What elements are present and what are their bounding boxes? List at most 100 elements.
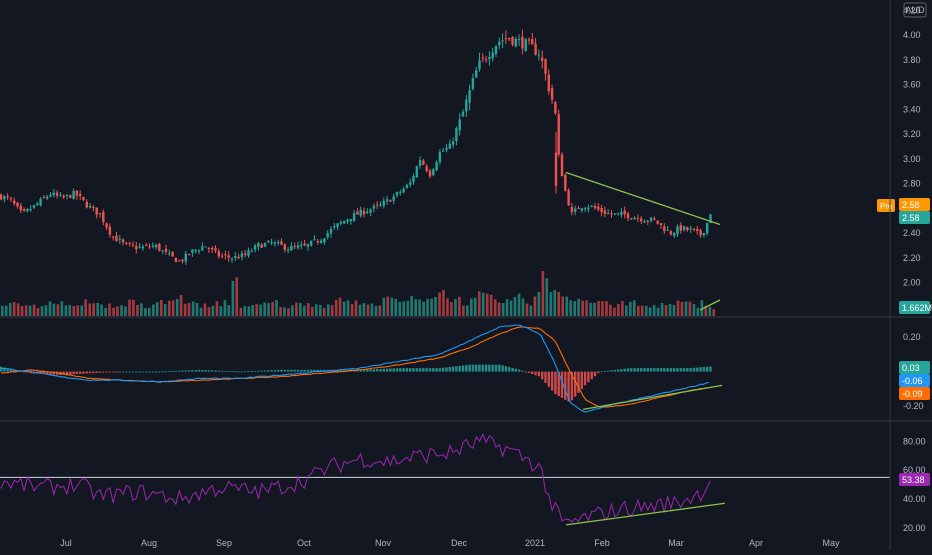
candle-body[interactable] [326,233,329,238]
macd-histogram-bar[interactable] [699,367,702,372]
candle-body[interactable] [409,182,412,185]
macd-histogram-bar[interactable] [471,364,475,372]
candle-body[interactable] [438,152,442,162]
macd-histogram-bar[interactable] [270,370,273,372]
macd-histogram-bar[interactable] [115,371,118,373]
macd-histogram-bar[interactable] [475,364,478,372]
volume-bar[interactable] [696,307,700,316]
macd-histogram-bar[interactable] [224,370,227,372]
candle-body[interactable] [118,239,121,241]
volume-bar[interactable] [56,304,60,316]
volume-bar[interactable] [322,307,326,316]
macd-histogram-bar[interactable] [240,371,244,373]
candle-body[interactable] [478,60,481,70]
volume-bar[interactable] [215,301,219,316]
macd-histogram-bar[interactable] [273,370,277,372]
candle-body[interactable] [415,166,418,178]
volume-bar[interactable] [338,297,342,316]
candle-body[interactable] [676,226,679,235]
macd-histogram-bar[interactable] [504,366,508,372]
volume-bar[interactable] [390,297,394,316]
macd-histogram-bar[interactable] [197,369,201,372]
volume-bar[interactable] [68,304,72,316]
macd-histogram-bar[interactable] [257,370,260,372]
macd-histogram-bar[interactable] [448,367,451,372]
candle-body[interactable] [19,205,22,211]
macd-histogram-bar[interactable] [306,369,310,372]
candle-body[interactable] [686,227,689,231]
candle-body[interactable] [260,244,263,248]
candle-body[interactable] [504,38,508,40]
macd-histogram-bar[interactable] [531,371,534,375]
macd-histogram-bar[interactable] [204,370,207,372]
candle-body[interactable] [613,213,616,215]
macd-histogram-bar[interactable] [303,369,306,372]
candle-body[interactable] [36,203,39,206]
candle-body[interactable] [339,222,343,224]
volume-bar[interactable] [378,305,382,316]
candle-body[interactable] [389,200,392,202]
volume-bar[interactable] [326,304,330,316]
macd-histogram-bar[interactable] [88,371,92,374]
volume-bar[interactable] [684,301,688,316]
volume-bar[interactable] [414,299,417,316]
candle-body[interactable] [471,78,475,89]
candle-body[interactable] [385,199,389,202]
macd-histogram-bar[interactable] [600,371,603,373]
volume-bar[interactable] [334,299,338,316]
candle-body[interactable] [511,36,514,45]
volume-bar[interactable] [561,296,564,316]
macd-histogram-bar[interactable] [663,368,666,372]
candle-body[interactable] [306,243,310,247]
volume-bar[interactable] [311,306,314,316]
volume-bar[interactable] [179,294,183,316]
volume-bar[interactable] [573,301,576,316]
volume-bar[interactable] [275,299,278,316]
candle-body[interactable] [517,38,521,41]
volume-bar[interactable] [88,303,92,316]
candle-body[interactable] [527,39,531,41]
volume-bar[interactable] [537,291,541,316]
candle-body[interactable] [79,194,82,197]
candle-body[interactable] [659,223,663,225]
volume-bar[interactable] [601,301,604,316]
macd-histogram-bar[interactable] [171,371,174,372]
volume-bar[interactable] [128,299,131,316]
macd-histogram-bar[interactable] [379,368,382,372]
candle-body[interactable] [346,219,349,222]
volume-bar[interactable] [473,297,477,316]
candle-body[interactable] [468,90,471,103]
candle-body[interactable] [234,255,237,258]
macd-histogram-bar[interactable] [250,371,253,372]
candle-body[interactable] [39,198,42,206]
volume-bar[interactable] [398,301,402,316]
volume-bar[interactable] [183,303,187,316]
volume-bar[interactable] [132,299,135,316]
candle-body[interactable] [29,209,32,211]
candle-body[interactable] [706,223,709,234]
volume-bar[interactable] [243,305,246,316]
volume-bar[interactable] [640,305,644,316]
rsi-line[interactable] [0,433,711,523]
macd-histogram-bar[interactable] [607,370,610,372]
candle-body[interactable] [567,190,570,206]
candle-body[interactable] [82,196,85,201]
macd-histogram-bar[interactable] [587,371,590,383]
candle-body[interactable] [593,205,597,209]
candle-body[interactable] [682,226,686,230]
candle-body[interactable] [131,244,135,246]
candle-body[interactable] [290,245,293,251]
macd-histogram-bar[interactable] [511,367,514,372]
candle-body[interactable] [336,223,339,228]
macd-histogram-bar[interactable] [709,366,712,372]
candle-body[interactable] [286,249,290,251]
macd-histogram-bar[interactable] [435,368,438,372]
macd-line[interactable] [0,324,710,413]
macd-histogram-bar[interactable] [402,368,405,372]
candle-body[interactable] [448,143,451,149]
volume-bar[interactable] [283,307,286,316]
volume-bar[interactable] [430,298,433,316]
macd-histogram-bar[interactable] [422,368,425,372]
macd-histogram-bar[interactable] [141,371,145,373]
macd-histogram-bar[interactable] [29,371,32,374]
